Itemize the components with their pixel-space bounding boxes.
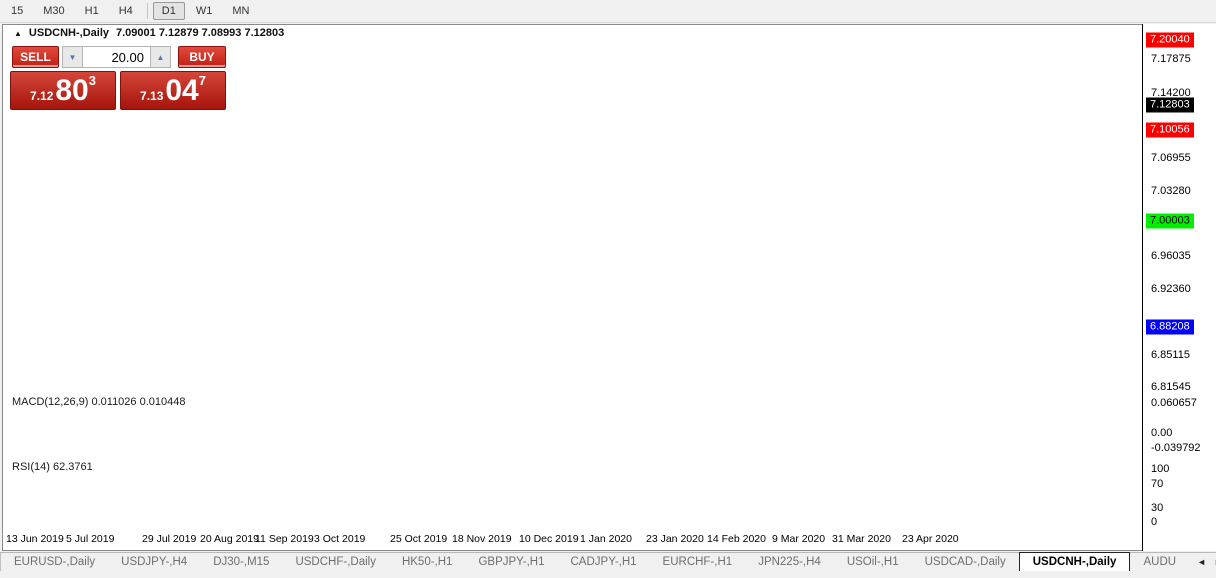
- sell-button[interactable]: SELL: [12, 46, 59, 68]
- timeframe-button-mn[interactable]: MN: [232, 5, 250, 17]
- date-tick-label: 10 Dec 2019: [519, 533, 579, 545]
- sell-price-tile[interactable]: 7.12 80 3: [10, 71, 116, 110]
- rsi-scale-label: 70: [1151, 478, 1164, 490]
- date-tick-label: 13 Jun 2019: [6, 533, 64, 545]
- date-tick-label: 31 Mar 2020: [832, 533, 891, 545]
- tab-scroll-stub: [0, 553, 1, 571]
- chart-tab-usdcnh--daily[interactable]: USDCNH-,Daily: [1018, 552, 1131, 571]
- chart-title: ▲ USDCNH-,Daily 7.09001 7.12879 7.08993 …: [14, 27, 284, 39]
- timeframe-button-m30[interactable]: M30: [43, 5, 65, 17]
- chart-tab-jpn225--h4[interactable]: JPN225-,H4: [758, 556, 821, 568]
- date-tick-label: 23 Apr 2020: [902, 533, 959, 545]
- price-level-badge: 7.12803: [1146, 97, 1194, 113]
- chart-tab-hk50--h1[interactable]: HK50-,H1: [401, 556, 453, 568]
- status-strip: [0, 571, 1216, 578]
- price-level-badge: 7.00003: [1146, 213, 1194, 229]
- timeframe-button-15[interactable]: 15: [11, 5, 24, 17]
- rsi-label: RSI(14) 62.3761: [12, 461, 93, 473]
- timeframe-toolbar: 15 M30 H1 H4 D1 W1 MN: [0, 0, 1216, 23]
- price-tick-label: 6.92360: [1151, 283, 1191, 295]
- macd-label: MACD(12,26,9) 0.011026 0.010448: [12, 396, 186, 408]
- date-tick-label: 29 Jul 2019: [142, 533, 197, 545]
- one-click-trade-panel: SELL ▼ ▲ BUY 7.12 80 3 7.13 04 7: [10, 44, 228, 111]
- chart-tab-usdchf--daily[interactable]: USDCHF-,Daily: [295, 556, 376, 568]
- price-level-badge: 7.20040: [1146, 32, 1194, 48]
- macd-scale-label: 0.060657: [1151, 397, 1197, 409]
- timeframe-button-h1[interactable]: H1: [84, 5, 99, 17]
- timeframe-button-w1[interactable]: W1: [195, 5, 213, 17]
- timeframe-button-d1[interactable]: D1: [152, 2, 185, 20]
- tab-scroll-left-icon[interactable]: ◄: [1197, 557, 1206, 567]
- chart-tab-usdjpy--h4[interactable]: USDJPY-,H4: [121, 556, 188, 568]
- buy-price-tile[interactable]: 7.13 04 7: [120, 71, 226, 110]
- sell-price-big: 80: [55, 74, 89, 107]
- volume-increase-button[interactable]: ▲: [150, 46, 171, 68]
- price-tick-label: 6.85115: [1151, 349, 1190, 361]
- buy-price-big: 04: [165, 74, 199, 107]
- date-tick-label: 14 Feb 2020: [707, 533, 766, 545]
- date-tick-label: 23 Jan 2020: [646, 533, 704, 545]
- date-tick-label: 25 Oct 2019: [390, 533, 448, 545]
- chart-tab-cadjpy--h1[interactable]: CADJPY-,H1: [570, 556, 637, 568]
- chart-tab-usdcad--daily[interactable]: USDCAD-,Daily: [924, 556, 1006, 568]
- rsi-scale-label: 0: [1151, 516, 1158, 528]
- chart-tab-eurusd--daily[interactable]: EURUSD-,Daily: [14, 556, 96, 568]
- rsi-scale-label: 30: [1151, 502, 1164, 514]
- chart-tab-eurchf--h1[interactable]: EURCHF-,H1: [662, 556, 733, 568]
- chart-tab-audu[interactable]: AUDU: [1143, 556, 1177, 568]
- price-level-badge: 6.88208: [1146, 319, 1194, 335]
- price-axis[interactable]: 7.17875 7.14200 7.06955 7.03280 6.96035 6.923…: [1142, 24, 1216, 551]
- macd-scale-label: 0.00: [1151, 427, 1173, 439]
- buy-price-prefix: 7.13: [140, 89, 164, 103]
- date-tick-label: 9 Mar 2020: [772, 533, 826, 545]
- date-tick-label: 3 Oct 2019: [314, 533, 366, 545]
- date-tick-label: 5 Jul 2019: [66, 533, 115, 545]
- tab-scroll-right-icon[interactable]: ►: [1214, 557, 1216, 567]
- price-tick-label: 6.96035: [1151, 250, 1191, 262]
- chart-tab-usoil--h1[interactable]: USOil-,H1: [846, 556, 899, 568]
- buy-price-pip: 7: [198, 73, 206, 88]
- chart-tab-dj30--m15[interactable]: DJ30-,M15: [213, 556, 270, 568]
- volume-decrease-button[interactable]: ▼: [62, 46, 83, 68]
- price-tick-label: 7.06955: [1151, 152, 1191, 164]
- price-tick-label: 7.03280: [1151, 185, 1191, 197]
- chart-tab-bar: EURUSD-,Daily USDJPY-,H4 DJ30-,M15 USDCHF-,…: [0, 552, 1216, 571]
- sell-price-prefix: 7.12: [30, 89, 54, 103]
- sell-price-pip: 3: [88, 73, 96, 88]
- toolbar-separator: [146, 3, 148, 19]
- price-tick-label: 6.81545: [1151, 381, 1191, 393]
- timeframe-button-h4[interactable]: H4: [118, 5, 133, 17]
- ohlc-values: 7.09001 7.12879 7.08993 7.12803: [116, 27, 285, 39]
- collapse-triangle-icon[interactable]: ▲: [14, 28, 22, 38]
- price-tick-label: 7.17875: [1151, 53, 1191, 65]
- date-tick-label: 18 Nov 2019: [452, 533, 512, 545]
- date-tick-label: 1 Jan 2020: [580, 533, 632, 545]
- chart-tab-gbpjpy--h1[interactable]: GBPJPY-,H1: [478, 556, 545, 568]
- date-tick-label: 11 Sep 2019: [255, 533, 314, 545]
- date-tick-label: 20 Aug 2019: [200, 533, 259, 545]
- rsi-scale-label: 100: [1151, 463, 1170, 475]
- symbol-name: USDCNH-,Daily: [28, 27, 109, 39]
- price-level-badge: 7.10056: [1146, 122, 1194, 138]
- buy-button[interactable]: BUY: [178, 46, 226, 68]
- macd-scale-label: -0.039792: [1151, 442, 1201, 454]
- volume-input[interactable]: [83, 46, 150, 68]
